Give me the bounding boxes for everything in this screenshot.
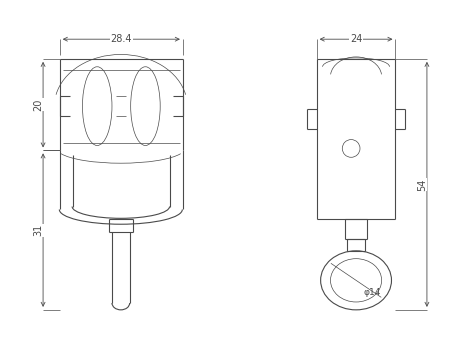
Text: φ14: φ14: [364, 288, 381, 297]
Text: 20: 20: [33, 99, 43, 111]
Text: 28.4: 28.4: [110, 34, 132, 44]
Text: 24: 24: [350, 34, 362, 44]
Text: 54: 54: [417, 178, 427, 190]
Text: 31: 31: [33, 224, 43, 236]
